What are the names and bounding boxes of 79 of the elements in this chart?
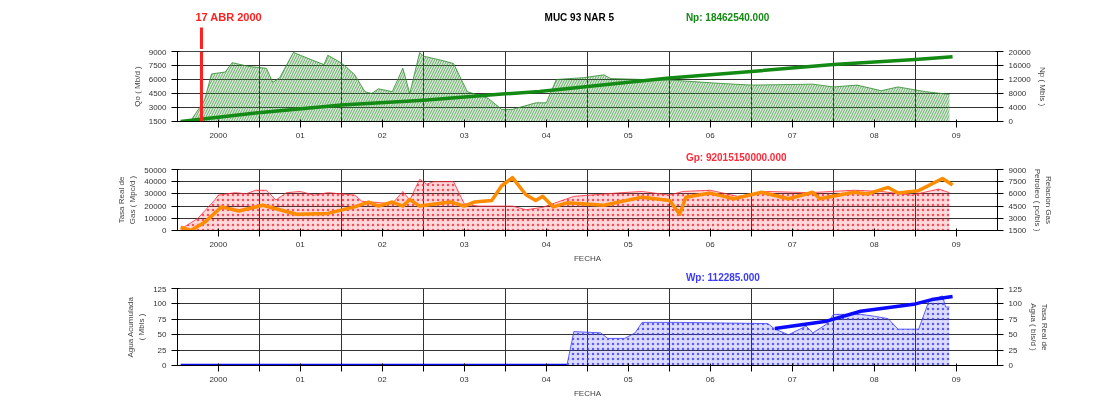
y2-tick-label: 9000 bbox=[1008, 165, 1027, 175]
y-tick-label: 0 bbox=[162, 361, 168, 370]
y2-tick-label: 16000 bbox=[1008, 61, 1032, 70]
y2-axis-title: Np ( Mbls ) bbox=[1037, 66, 1047, 107]
y-tick-label: 50 bbox=[157, 330, 168, 340]
y2-axis-title: Relacion Gas Petroleo ( pc/bls ) bbox=[1033, 168, 1054, 232]
x-tick-label: 04 bbox=[541, 130, 552, 140]
x-axis-title: FECHA bbox=[573, 253, 602, 263]
y-tick-label: 100 bbox=[153, 299, 168, 309]
y-tick-label: 7500 bbox=[148, 61, 168, 70]
y2-tick-label: 3000 bbox=[1008, 213, 1027, 223]
y-axis-title: Qo ( Mb/d ) bbox=[132, 65, 142, 107]
text: Gp: 92015150000.000 bbox=[685, 152, 787, 164]
y-tick-label: 10000 bbox=[144, 213, 168, 223]
x-tick-label: 06 bbox=[705, 374, 716, 384]
x-tick-label: 2000 bbox=[209, 130, 228, 140]
y2-tick-label: 20000 bbox=[1008, 47, 1032, 57]
x-tick-label: 01 bbox=[295, 374, 306, 384]
y-tick-label: 1500 bbox=[148, 117, 168, 126]
y-tick-label: 40000 bbox=[144, 177, 168, 187]
y2-tick-label: 50 bbox=[1008, 330, 1018, 340]
x-axis-title: FECHA bbox=[573, 388, 602, 398]
y-axis-title: Agua Acumulada ( Mbls ) bbox=[126, 296, 147, 358]
x-tick-label: 01 bbox=[295, 239, 306, 249]
y2-tick-label: 25 bbox=[1008, 345, 1018, 355]
x-tick-label: 05 bbox=[623, 374, 634, 384]
y2-tick-label: 12000 bbox=[1008, 75, 1032, 84]
y2-tick-label: 7500 bbox=[1008, 177, 1027, 187]
x-tick-label: 05 bbox=[623, 239, 634, 249]
x-tick-label: 07 bbox=[787, 374, 798, 384]
y2-tick-label: 0 bbox=[1008, 361, 1014, 370]
x-tick-label: 06 bbox=[705, 239, 716, 249]
y-tick-label: 20000 bbox=[144, 201, 168, 211]
x-tick-label: 03 bbox=[459, 374, 470, 384]
x-tick-label: 05 bbox=[623, 130, 634, 140]
x-tick-label: 02 bbox=[377, 130, 388, 140]
y2-tick-label: 4500 bbox=[1008, 201, 1027, 211]
x-tick-label: 04 bbox=[541, 374, 552, 384]
text: Np: 18462540.000 bbox=[685, 11, 770, 23]
y2-tick-label: 125 bbox=[1008, 284, 1023, 294]
x-tick-label: 06 bbox=[705, 130, 716, 140]
y-tick-label: 0 bbox=[162, 226, 168, 235]
y2-tick-label: 1500 bbox=[1008, 226, 1027, 235]
y-tick-label: 75 bbox=[157, 314, 168, 324]
y-tick-label: 25 bbox=[157, 345, 168, 355]
y-tick-label: 3000 bbox=[148, 103, 168, 112]
x-tick-label: 04 bbox=[541, 239, 552, 249]
text: Wp: 112285.000 bbox=[685, 272, 761, 284]
x-tick-label: 09 bbox=[951, 374, 962, 384]
x-tick-label: 08 bbox=[869, 130, 880, 140]
x-tick-label: 09 bbox=[951, 130, 962, 140]
y-tick-label: 30000 bbox=[144, 189, 168, 199]
y2-tick-label: 6000 bbox=[1008, 189, 1027, 199]
x-tick-label: 2000 bbox=[209, 239, 228, 249]
x-tick-label: 07 bbox=[787, 130, 798, 140]
y-tick-label: 50000 bbox=[144, 165, 168, 175]
x-tick-label: 02 bbox=[377, 239, 388, 249]
y2-tick-label: 100 bbox=[1008, 299, 1023, 309]
y-tick-label: 6000 bbox=[148, 75, 168, 84]
x-tick-label: 03 bbox=[459, 130, 470, 140]
chart-title: MUC 93 NAR 5 bbox=[544, 11, 615, 23]
y2-tick-label: 4000 bbox=[1008, 103, 1027, 112]
y2-axis-title: Tasa Real de Agua ( bls/d ) bbox=[1028, 303, 1049, 352]
y2-tick-label: 0 bbox=[1008, 117, 1014, 126]
x-tick-label: 02 bbox=[377, 374, 388, 384]
y-tick-label: 9000 bbox=[148, 47, 168, 57]
x-tick-label: 2000 bbox=[209, 374, 228, 384]
x-tick-label: 01 bbox=[295, 130, 306, 140]
x-tick-label: 03 bbox=[459, 239, 470, 249]
x-tick-label: 08 bbox=[869, 374, 880, 384]
y2-tick-label: 8000 bbox=[1008, 89, 1027, 98]
x-tick-label: 07 bbox=[787, 239, 798, 249]
ref-line-label: 17 ABR 2000 bbox=[195, 10, 262, 23]
y-tick-label: 4500 bbox=[148, 89, 168, 98]
y2-tick-label: 75 bbox=[1008, 314, 1018, 324]
y-tick-label: 125 bbox=[153, 284, 168, 294]
y-axis-title: Tasa Real de Gas ( Mpc/d ) bbox=[117, 175, 138, 225]
x-tick-label: 09 bbox=[951, 239, 962, 249]
x-tick-label: 08 bbox=[869, 239, 880, 249]
